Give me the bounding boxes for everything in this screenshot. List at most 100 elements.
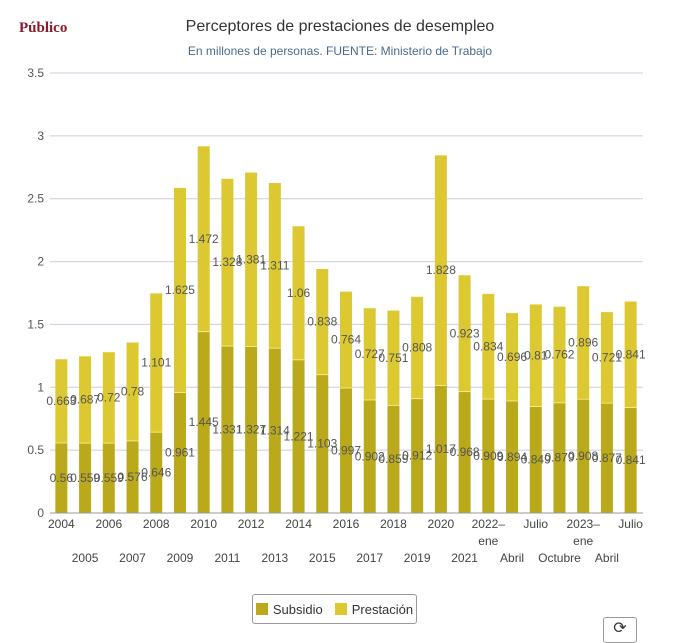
x-tick-label: 2010 (190, 517, 217, 531)
data-label: 0.909 (473, 449, 503, 463)
legend-label: Subsidio (272, 601, 323, 617)
data-label: 0.727 (355, 347, 385, 361)
data-label: 0.576 (118, 470, 148, 484)
bar-prestacion[interactable] (173, 187, 186, 393)
data-label: 1.311 (260, 258, 289, 272)
bar-subsidio[interactable] (55, 442, 68, 513)
bar-prestacion[interactable] (102, 352, 115, 443)
bar-prestacion[interactable] (268, 183, 281, 348)
x-tick-label-sub: ene (573, 534, 593, 548)
bar-prestacion[interactable] (600, 312, 613, 403)
bar-prestacion[interactable] (458, 275, 471, 392)
bar-subsidio[interactable] (102, 442, 115, 513)
bar-subsidio[interactable] (529, 406, 542, 513)
data-label: 0.849 (521, 453, 551, 467)
publico-logo: Público (19, 20, 68, 36)
bar-subsidio[interactable] (363, 399, 376, 513)
data-label: 1.472 (189, 232, 219, 246)
bar-prestacion[interactable] (126, 342, 139, 441)
bar-prestacion[interactable] (150, 293, 163, 432)
bar-prestacion[interactable] (363, 308, 376, 400)
bar-prestacion[interactable] (221, 178, 234, 346)
legend-item-prestacion[interactable]: Prestación (334, 602, 413, 617)
legend-item-subsidio[interactable]: Subsidio (255, 601, 323, 617)
x-tick-label: 2016 (333, 517, 360, 531)
bar-subsidio[interactable] (340, 387, 352, 513)
y-tick-label: 3 (37, 129, 44, 143)
bar-prestacion[interactable] (55, 359, 68, 443)
bar-subsidio[interactable] (197, 331, 210, 513)
bar-prestacion[interactable] (316, 268, 329, 375)
legend-swatch (255, 602, 268, 615)
x-tick-label: 2023– (567, 517, 601, 531)
bar-prestacion[interactable] (79, 356, 92, 443)
bar-subsidio[interactable] (577, 398, 590, 513)
bar-subsidio[interactable] (126, 440, 139, 513)
bar-prestacion[interactable] (482, 293, 495, 399)
bar-subsidio[interactable] (173, 392, 186, 513)
data-label: 0.894 (497, 450, 527, 464)
bar-subsidio[interactable] (434, 385, 447, 513)
bar-subsidio[interactable] (458, 391, 471, 513)
data-label: 1.328 (212, 255, 242, 269)
bar-prestacion[interactable] (506, 313, 519, 401)
x-tick-label: 2013 (261, 551, 288, 565)
bar-prestacion[interactable] (245, 172, 258, 347)
data-label: 0.879 (544, 451, 574, 465)
data-label: 0.751 (378, 351, 408, 365)
data-label: 1.101 (141, 356, 171, 370)
refresh-button[interactable]: ⟳ (603, 617, 637, 643)
data-label: 1.103 (307, 437, 337, 451)
bar-prestacion[interactable] (434, 155, 447, 386)
bar-subsidio[interactable] (387, 405, 400, 513)
data-label: 0.896 (568, 336, 598, 350)
bar-prestacion[interactable] (529, 304, 542, 407)
data-label: 0.78 (121, 385, 145, 399)
x-tick-label: 2011 (214, 551, 240, 565)
chart-subtitle: En millones de personas. FUENTE: Ministe… (187, 44, 493, 58)
bar-subsidio[interactable] (600, 402, 613, 513)
y-tick-label: 2 (37, 255, 44, 269)
data-label: 0.696 (497, 350, 527, 364)
bar-prestacion[interactable] (624, 301, 637, 408)
data-label: 0.877 (592, 451, 622, 465)
data-label: 1.828 (426, 263, 456, 277)
bar-subsidio[interactable] (292, 359, 305, 513)
x-tick-label: 2004 (48, 517, 75, 531)
bar-prestacion[interactable] (292, 226, 305, 360)
bar-prestacion[interactable] (197, 146, 210, 332)
y-tick-label: 1.5 (27, 317, 44, 331)
bar-subsidio[interactable] (79, 442, 92, 513)
data-label: 0.687 (70, 393, 100, 407)
bar-subsidio[interactable] (221, 345, 234, 513)
x-tick-label: Abril (500, 551, 524, 565)
bar-subsidio[interactable] (482, 398, 495, 513)
data-label: 0.961 (165, 446, 195, 460)
data-label: 1.331 (212, 422, 242, 436)
data-label: 0.859 (378, 452, 408, 466)
bar-prestacion[interactable] (553, 306, 566, 403)
bar-subsidio[interactable] (553, 402, 566, 513)
refresh-icon: ⟳ (613, 620, 627, 637)
data-label: 1.221 (284, 429, 314, 443)
bar-subsidio[interactable] (268, 347, 281, 513)
data-label: 0.764 (331, 333, 361, 347)
bar-prestacion[interactable] (577, 286, 590, 399)
data-label: 1.625 (165, 283, 195, 297)
x-tick-label: Julio (618, 517, 643, 531)
data-label: 0.721 (592, 350, 622, 364)
data-label: 0.559 (70, 471, 100, 485)
data-label: 0.912 (402, 449, 432, 463)
y-tick-label: 3.5 (27, 66, 44, 80)
bar-subsidio[interactable] (624, 407, 637, 513)
bar-subsidio[interactable] (150, 431, 163, 513)
bar-prestacion[interactable] (340, 291, 352, 388)
data-label: 0.56 (50, 471, 74, 485)
bar-subsidio[interactable] (506, 400, 519, 513)
bar-subsidio[interactable] (411, 398, 424, 513)
bar-subsidio[interactable] (245, 346, 258, 513)
bar-prestacion[interactable] (387, 310, 400, 406)
bar-subsidio[interactable] (316, 374, 329, 513)
data-label: 1.314 (260, 423, 290, 437)
bar-prestacion[interactable] (411, 296, 424, 399)
